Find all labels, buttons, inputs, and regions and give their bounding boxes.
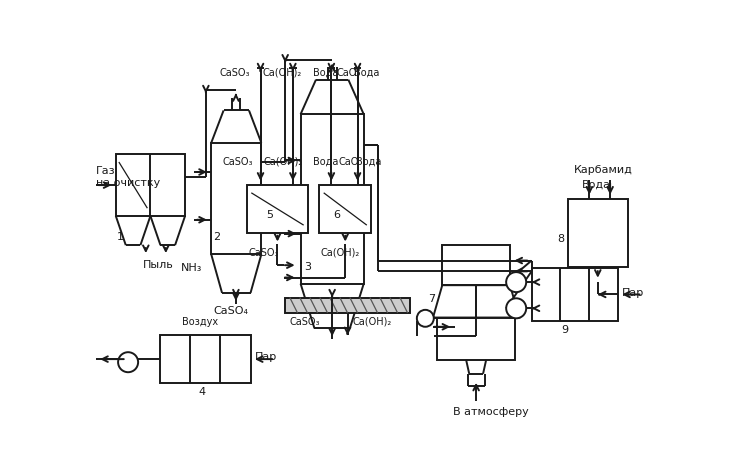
Text: Вода: Вода xyxy=(356,157,381,167)
Text: Ca(OH)₂: Ca(OH)₂ xyxy=(353,316,392,326)
Text: Карбамид: Карбамид xyxy=(574,164,633,174)
Bar xyxy=(301,115,364,284)
Bar xyxy=(442,246,510,285)
Text: 3: 3 xyxy=(304,261,311,271)
Text: CaSO₃: CaSO₃ xyxy=(248,247,279,257)
Text: Вода: Вода xyxy=(355,67,380,78)
Text: Пар: Пар xyxy=(621,287,644,297)
Circle shape xyxy=(506,299,526,319)
Bar xyxy=(319,186,372,233)
Bar xyxy=(285,298,410,313)
Text: 7: 7 xyxy=(429,293,435,303)
Text: Ca(OH)₂: Ca(OH)₂ xyxy=(264,157,303,167)
Text: В атмосферу: В атмосферу xyxy=(453,406,529,416)
Text: CaSO₃: CaSO₃ xyxy=(219,67,251,78)
Text: Пар: Пар xyxy=(254,352,276,362)
Bar xyxy=(247,186,308,233)
Text: 8: 8 xyxy=(557,233,564,243)
Text: Ca(OH)₂: Ca(OH)₂ xyxy=(262,67,302,78)
Bar xyxy=(211,143,262,255)
Bar xyxy=(160,336,251,383)
Circle shape xyxy=(417,310,434,327)
Text: Ca(OH)₂: Ca(OH)₂ xyxy=(321,247,360,257)
Text: 4: 4 xyxy=(198,386,205,396)
Text: 5: 5 xyxy=(266,209,273,219)
Circle shape xyxy=(506,273,526,292)
Polygon shape xyxy=(433,285,520,318)
Text: Газ
на очистку: Газ на очистку xyxy=(96,166,160,187)
Text: Вода: Вода xyxy=(313,157,338,167)
Text: 1: 1 xyxy=(118,232,124,242)
Bar xyxy=(531,269,618,321)
Bar xyxy=(568,200,628,267)
Text: 2: 2 xyxy=(214,232,221,242)
Text: Пыль: Пыль xyxy=(143,259,174,269)
Text: Воздух: Воздух xyxy=(182,316,218,326)
Text: CaSO₃: CaSO₃ xyxy=(289,316,319,326)
Text: CaSO₄: CaSO₄ xyxy=(214,306,248,315)
Text: NH₃: NH₃ xyxy=(180,263,202,273)
Bar xyxy=(437,318,515,360)
Text: CaO: CaO xyxy=(336,67,356,78)
Text: 6: 6 xyxy=(333,209,340,219)
Text: CaO: CaO xyxy=(338,157,358,167)
Circle shape xyxy=(118,353,138,372)
Bar xyxy=(116,155,185,217)
Text: 9: 9 xyxy=(561,324,568,334)
Text: Вода: Вода xyxy=(582,179,610,190)
Text: CaSO₃: CaSO₃ xyxy=(222,157,253,167)
Text: Вода: Вода xyxy=(313,67,338,78)
